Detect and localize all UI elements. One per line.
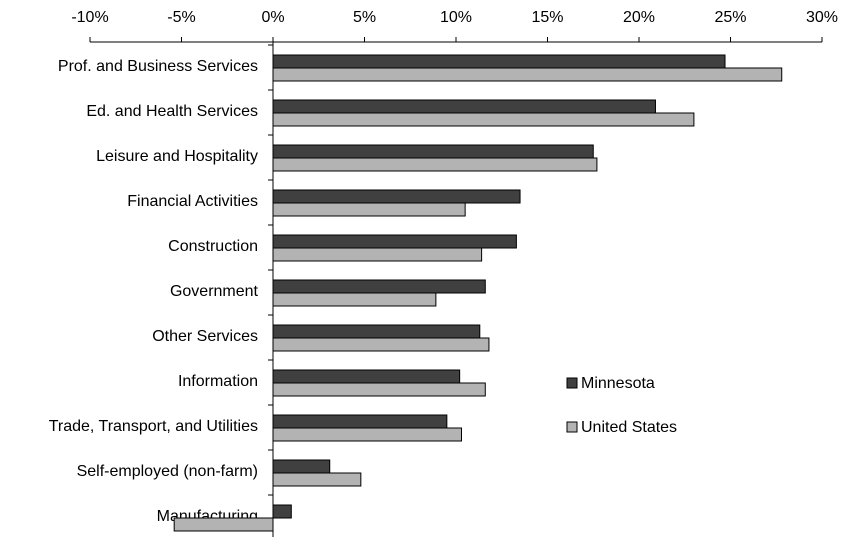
y-tick-label: Trade, Transport, and Utilities — [49, 418, 258, 435]
y-tick-label: Self-employed (non-farm) — [77, 463, 258, 480]
x-tick-label: 10% — [440, 9, 472, 26]
bar — [272, 337, 490, 352]
bar — [272, 247, 483, 262]
bar — [272, 369, 461, 384]
legend-swatch — [566, 377, 578, 389]
bar — [272, 99, 656, 114]
y-tick-label: Financial Activities — [127, 193, 258, 210]
x-tick-label: 25% — [714, 9, 746, 26]
bar — [272, 144, 594, 159]
x-tick-label: 30% — [806, 9, 838, 26]
bar — [272, 54, 726, 69]
bar — [272, 292, 437, 307]
bar — [272, 427, 462, 442]
legend-label: United States — [581, 419, 677, 436]
bar — [272, 157, 598, 172]
y-tick-label: Ed. and Health Services — [86, 103, 258, 120]
bar — [272, 324, 481, 339]
bar — [272, 67, 783, 82]
bar — [272, 414, 448, 429]
x-tick-label: 0% — [261, 9, 284, 26]
x-tick-label: -10% — [71, 9, 108, 26]
bar — [272, 279, 486, 294]
y-tick-label: Information — [178, 373, 258, 390]
legend-label: Minnesota — [581, 375, 655, 392]
bar — [272, 382, 486, 397]
bar — [272, 189, 521, 204]
y-tick-label: Leisure and Hospitality — [96, 148, 258, 165]
bar — [173, 517, 274, 532]
x-tick-label: 15% — [531, 9, 563, 26]
y-tick-label: Construction — [168, 238, 258, 255]
legend-swatch — [566, 421, 578, 433]
x-tick-label: 20% — [623, 9, 655, 26]
bar — [272, 202, 466, 217]
bar — [272, 459, 331, 474]
y-tick-label: Other Services — [152, 328, 258, 345]
bar — [272, 504, 292, 519]
x-tick-label: 5% — [353, 9, 376, 26]
bar — [272, 234, 517, 249]
bar — [272, 112, 695, 127]
x-tick-label: -5% — [167, 9, 195, 26]
y-tick-label: Government — [170, 283, 259, 300]
y-tick-label: Prof. and Business Services — [58, 58, 258, 75]
bar — [272, 472, 362, 487]
